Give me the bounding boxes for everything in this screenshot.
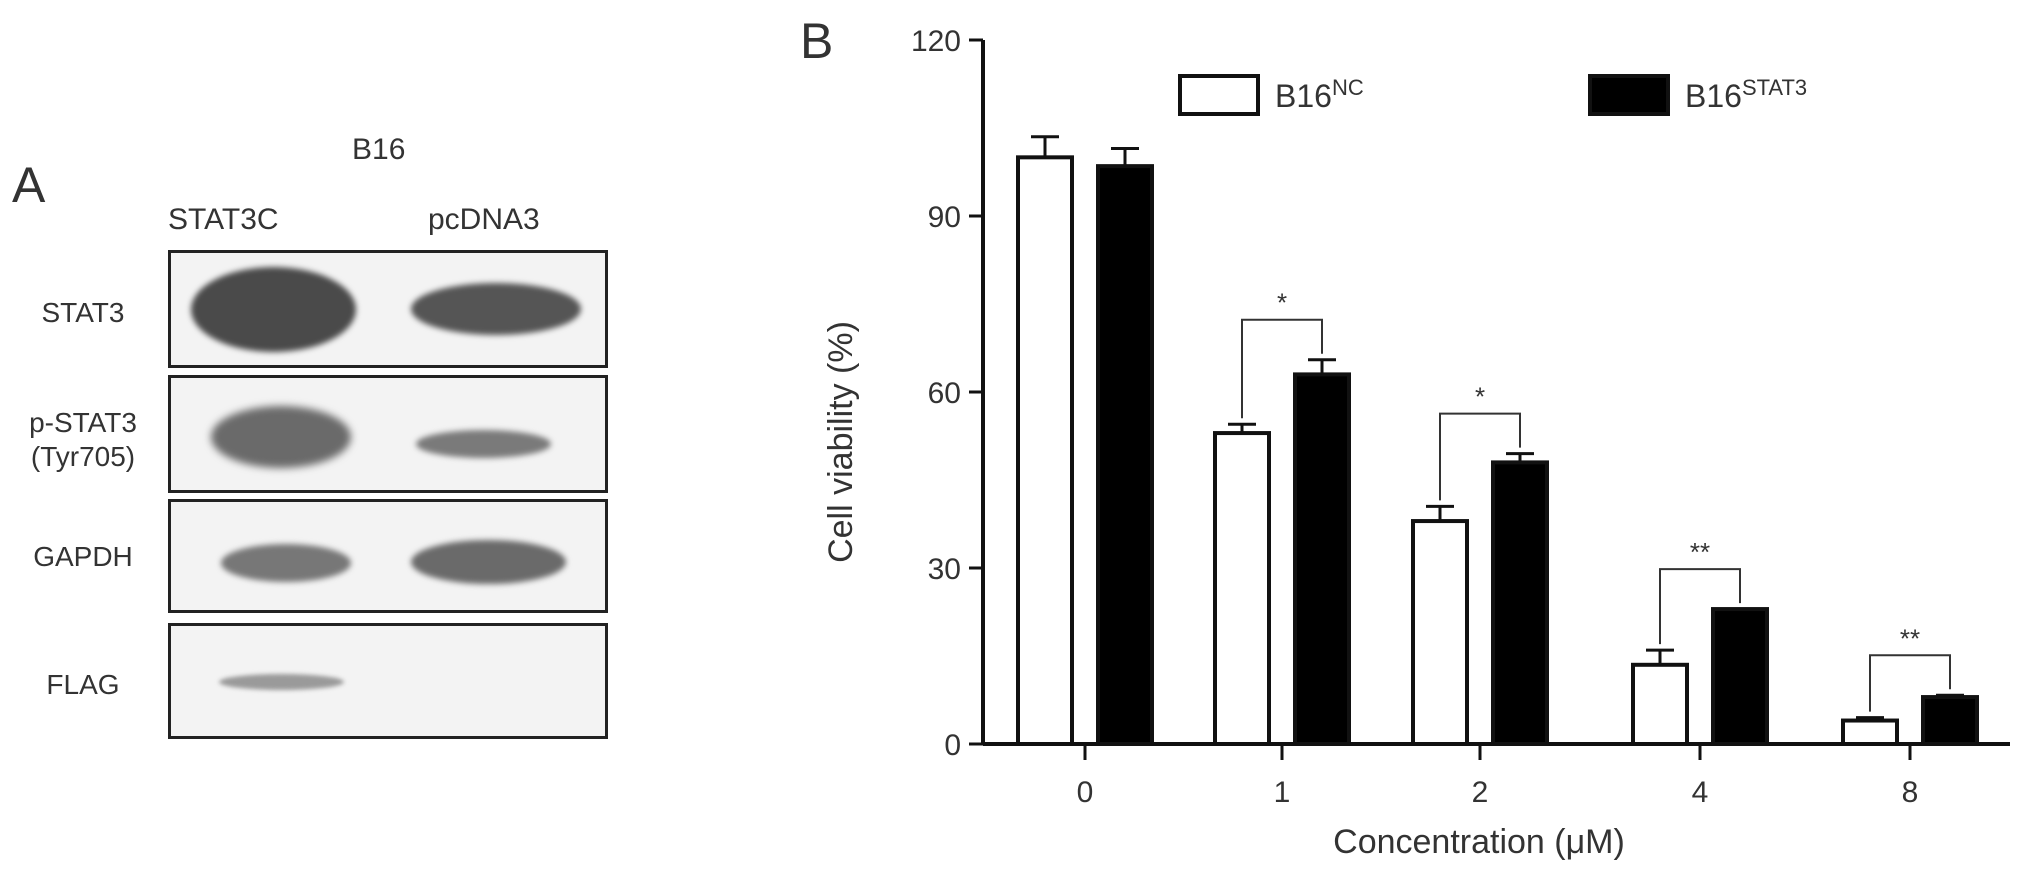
y-tick-label: 30 (928, 553, 961, 586)
blot-strip-gapdh (168, 499, 608, 613)
blot-row-label-pstat3: p-STAT3 (Tyr705) (8, 406, 158, 474)
lane-label-pcdna3: pcDNA3 (428, 203, 540, 236)
blot-strip-pstat3 (168, 375, 608, 493)
legend-swatch (1178, 74, 1260, 116)
bar (1213, 431, 1271, 746)
bar (1016, 155, 1074, 747)
chart-bars (1016, 135, 1979, 747)
x-tick-label: 8 (1902, 776, 1919, 809)
blot-strip-stat3 (168, 250, 608, 368)
bar (1096, 164, 1154, 746)
lane-label-stat3c: STAT3C (168, 203, 279, 236)
band-flag-stat3c (219, 674, 344, 690)
blot-row-label-flag: FLAG (46, 669, 120, 700)
panel-a-letter: A (12, 157, 46, 213)
blot-row-label-stat3: STAT3 (41, 297, 125, 328)
band-gapdh-pcdna3 (411, 540, 566, 584)
y-tick-label: 0 (944, 729, 961, 762)
significance-label: ** (1690, 537, 1710, 567)
x-tick-label: 1 (1274, 776, 1291, 809)
x-tick-label: 2 (1472, 776, 1489, 809)
bar (1841, 718, 1899, 746)
band-stat3-pcdna3 (411, 283, 581, 335)
significance-bracket (1869, 654, 1951, 712)
legend-label-superscript: NC (1332, 75, 1364, 100)
blot-strip-flag (168, 623, 608, 739)
band-pstat3-stat3c (211, 406, 351, 468)
blot-row-label-pstat3-line1: p-STAT3 (29, 407, 137, 438)
blot-row-label-gapdh: GAPDH (33, 541, 133, 572)
legend-label-superscript: STAT3 (1742, 75, 1807, 100)
chart-legend: B16NC B16STAT3 (1178, 74, 1807, 116)
legend-label: B16STAT3 (1685, 75, 1807, 114)
significance-bracket (1439, 412, 1521, 501)
y-axis-label: Cell viability (%) (822, 321, 860, 563)
bar (1631, 662, 1689, 746)
band-pstat3-pcdna3 (416, 430, 551, 458)
x-tick-label: 4 (1692, 776, 1709, 809)
panel-b-letter: B (800, 13, 833, 69)
significance-label: * (1277, 288, 1287, 318)
legend-label: B16NC (1275, 75, 1364, 114)
bar (1293, 372, 1351, 746)
significance-label: * (1475, 382, 1485, 412)
x-tick-label: 0 (1077, 776, 1094, 809)
bar (1491, 460, 1549, 746)
bar (1711, 607, 1769, 746)
significance-bracket (1241, 318, 1323, 419)
y-tick-label: 120 (911, 25, 961, 58)
y-tick-label: 60 (928, 377, 961, 410)
bar (1411, 519, 1469, 746)
blot-row-label-pstat3-line2: (Tyr705) (30, 441, 136, 472)
band-stat3-stat3c (191, 267, 356, 352)
legend-swatch (1588, 74, 1670, 116)
significance-bracket (1659, 568, 1741, 645)
x-axis-label: Concentration (μM) (1333, 823, 1625, 861)
significance-label: ** (1900, 623, 1920, 653)
band-gapdh-stat3c (221, 544, 351, 582)
blot-group-label: B16 (352, 133, 406, 166)
y-tick-label: 90 (928, 201, 961, 234)
significance-brackets: ****** (1241, 288, 1951, 712)
bar (1921, 695, 1979, 746)
